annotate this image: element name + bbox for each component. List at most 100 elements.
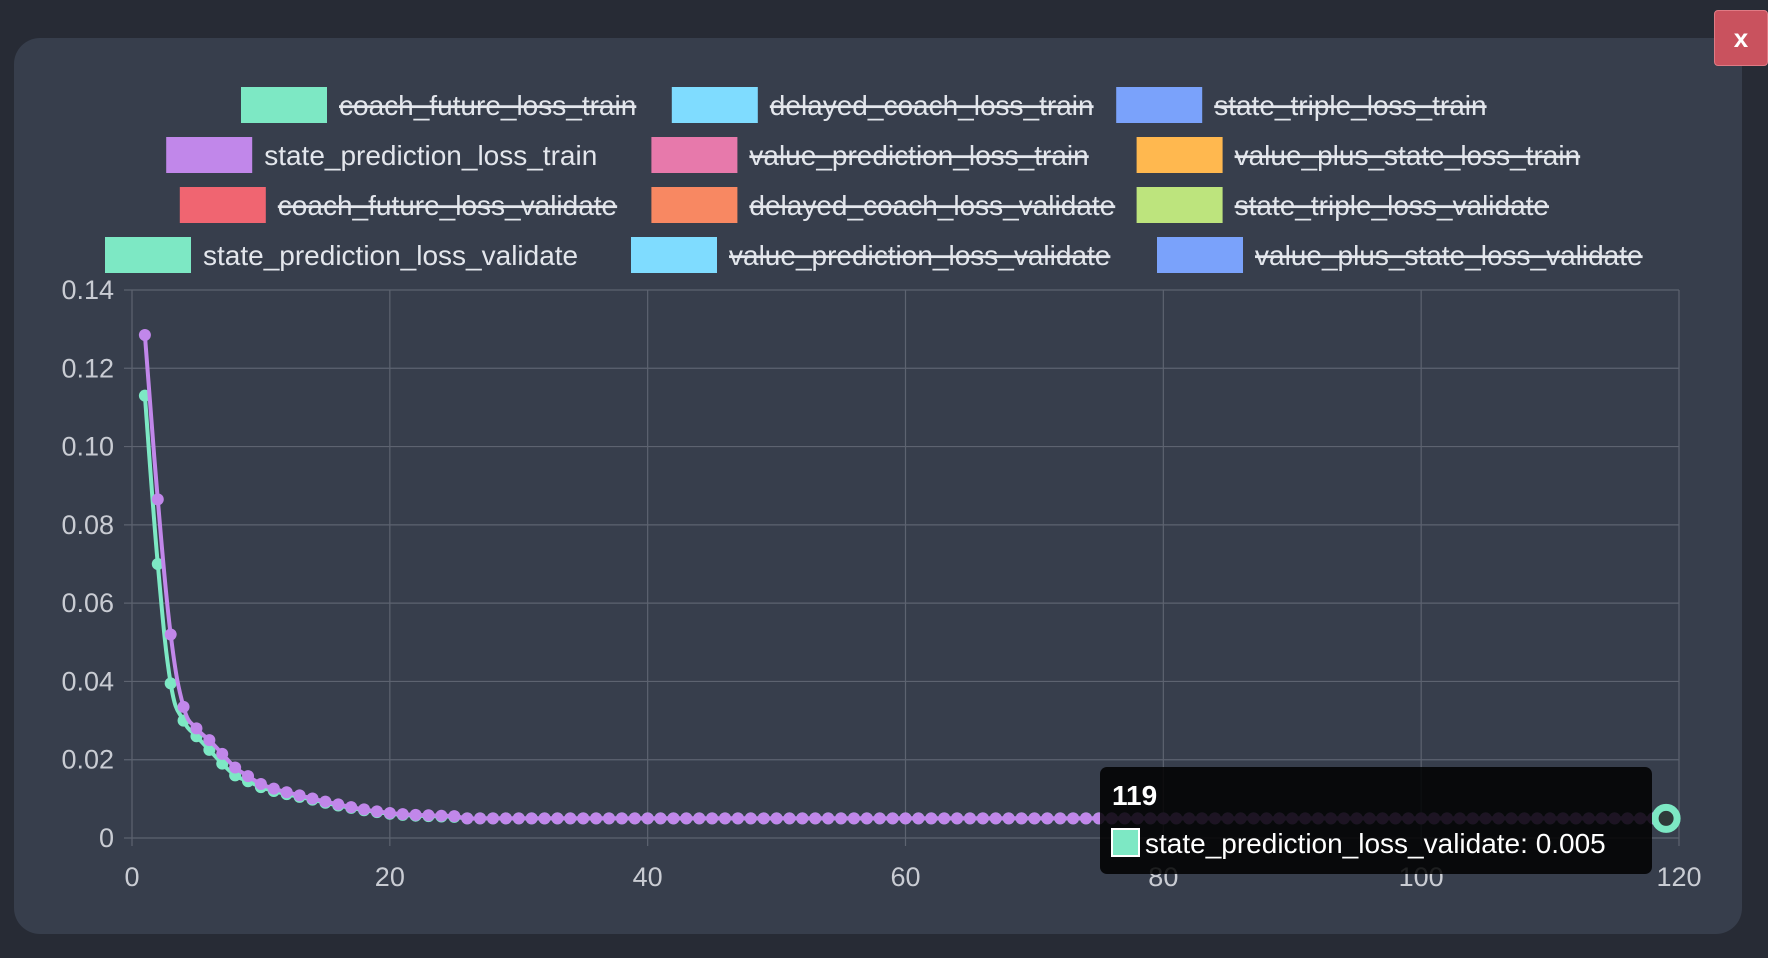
data-point[interactable] (809, 812, 821, 824)
data-point[interactable] (745, 812, 757, 824)
legend-label: delayed_coach_loss_train (770, 90, 1094, 121)
data-point[interactable] (590, 812, 602, 824)
data-point[interactable] (190, 722, 202, 734)
data-point[interactable] (977, 812, 989, 824)
close-button[interactable]: x (1714, 10, 1768, 66)
data-point[interactable] (603, 812, 615, 824)
legend-label: state_triple_loss_train (1214, 90, 1486, 121)
data-point[interactable] (1028, 812, 1040, 824)
data-point[interactable] (551, 812, 563, 824)
data-point[interactable] (1003, 812, 1015, 824)
data-point[interactable] (771, 812, 783, 824)
legend-swatch (651, 187, 737, 223)
data-point[interactable] (1054, 812, 1066, 824)
data-point[interactable] (951, 812, 963, 824)
legend-item[interactable]: state_triple_loss_validate (1137, 187, 1549, 223)
data-point[interactable] (216, 748, 228, 760)
data-point[interactable] (835, 812, 847, 824)
data-point[interactable] (564, 812, 576, 824)
data-point[interactable] (487, 812, 499, 824)
data-point[interactable] (526, 812, 538, 824)
data-point[interactable] (319, 796, 331, 808)
legend-swatch (1137, 187, 1223, 223)
legend-item[interactable]: delayed_coach_loss_train (672, 87, 1094, 123)
data-point[interactable] (203, 734, 215, 746)
data-point[interactable] (500, 812, 512, 824)
data-point[interactable] (448, 810, 460, 822)
data-point[interactable] (783, 812, 795, 824)
data-point[interactable] (397, 808, 409, 820)
tooltip-swatch (1112, 829, 1139, 856)
data-point[interactable] (1067, 812, 1079, 824)
data-point[interactable] (964, 812, 976, 824)
y-tick-label: 0.02 (61, 745, 114, 775)
data-point[interactable] (281, 786, 293, 798)
data-point[interactable] (874, 812, 886, 824)
data-point[interactable] (680, 812, 692, 824)
data-point[interactable] (371, 805, 383, 817)
legend-item[interactable]: value_plus_state_loss_train (1137, 137, 1581, 173)
data-point[interactable] (139, 329, 151, 341)
data-point[interactable] (165, 628, 177, 640)
x-tick-label: 0 (124, 862, 139, 892)
legend-label: value_plus_state_loss_train (1235, 140, 1581, 171)
data-point[interactable] (268, 783, 280, 795)
data-point[interactable] (513, 812, 525, 824)
data-point[interactable] (255, 778, 267, 790)
data-point[interactable] (925, 812, 937, 824)
data-point[interactable] (577, 812, 589, 824)
data-point[interactable] (1016, 812, 1028, 824)
data-point[interactable] (990, 812, 1002, 824)
data-point[interactable] (461, 812, 473, 824)
data-point[interactable] (758, 812, 770, 824)
data-point[interactable] (1041, 812, 1053, 824)
legend-item[interactable]: state_prediction_loss_validate (105, 237, 578, 273)
data-point[interactable] (655, 812, 667, 824)
legend-item[interactable]: state_prediction_loss_train (166, 137, 597, 173)
data-point[interactable] (539, 812, 551, 824)
data-point[interactable] (332, 798, 344, 810)
data-point[interactable] (229, 762, 241, 774)
legend-item[interactable]: state_triple_loss_train (1116, 87, 1486, 123)
data-point[interactable] (423, 809, 435, 821)
data-point[interactable] (474, 812, 486, 824)
data-point[interactable] (719, 812, 731, 824)
data-point[interactable] (693, 812, 705, 824)
data-point[interactable] (900, 812, 912, 824)
legend-item[interactable]: value_prediction_loss_train (651, 137, 1088, 173)
legend-item[interactable]: coach_future_loss_train (241, 87, 636, 123)
data-point[interactable] (178, 701, 190, 713)
data-point[interactable] (1080, 812, 1092, 824)
y-tick-label: 0.12 (61, 353, 114, 383)
data-point[interactable] (796, 812, 808, 824)
data-point[interactable] (642, 812, 654, 824)
data-point[interactable] (384, 807, 396, 819)
data-point[interactable] (912, 812, 924, 824)
data-point[interactable] (629, 812, 641, 824)
hover-point[interactable] (1655, 807, 1677, 829)
data-point[interactable] (410, 809, 422, 821)
legend-label: state_prediction_loss_train (264, 140, 597, 171)
data-point[interactable] (938, 812, 950, 824)
data-point[interactable] (861, 812, 873, 824)
data-point[interactable] (848, 812, 860, 824)
data-point[interactable] (706, 812, 718, 824)
legend-item[interactable]: value_plus_state_loss_validate (1157, 237, 1643, 273)
data-point[interactable] (165, 677, 177, 689)
legend-item[interactable]: delayed_coach_loss_validate (651, 187, 1115, 223)
data-point[interactable] (616, 812, 628, 824)
data-point[interactable] (294, 789, 306, 801)
data-point[interactable] (732, 812, 744, 824)
data-point[interactable] (435, 810, 447, 822)
data-point[interactable] (822, 812, 834, 824)
data-point[interactable] (345, 801, 357, 813)
data-point[interactable] (358, 803, 370, 815)
data-point[interactable] (887, 812, 899, 824)
legend-item[interactable]: coach_future_loss_validate (180, 187, 617, 223)
data-point[interactable] (242, 770, 254, 782)
chart-grid (124, 290, 1679, 846)
legend-item[interactable]: value_prediction_loss_validate (631, 237, 1110, 273)
data-point[interactable] (306, 792, 318, 804)
data-point[interactable] (152, 493, 164, 505)
data-point[interactable] (667, 812, 679, 824)
